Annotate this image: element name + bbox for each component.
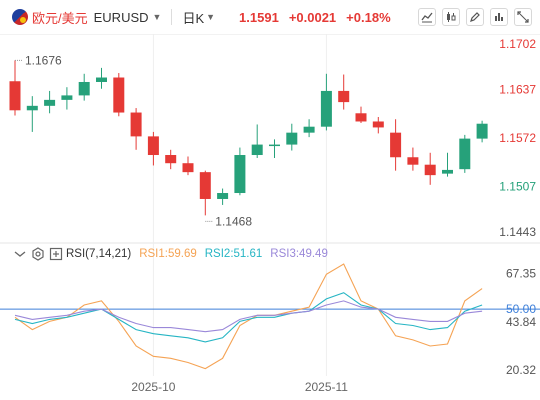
rsi-axis-label: 43.84	[506, 315, 536, 329]
rsi-indicator-name[interactable]: RSI(7,14,21)	[66, 248, 132, 260]
candle-body	[26, 105, 38, 111]
draw-pen-icon[interactable]	[466, 8, 484, 26]
settings-icon[interactable]	[30, 246, 46, 262]
candle-style-icon[interactable]	[442, 8, 460, 26]
rsi-series-line-rsi1	[14, 263, 483, 370]
price-axis-label: 1.1507	[499, 179, 536, 193]
candle-body	[147, 136, 159, 156]
candle-body	[199, 172, 211, 199]
line-chart-icon[interactable]	[418, 8, 436, 26]
fullscreen-icon[interactable]	[514, 8, 532, 26]
rsi2-value: RSI2:51.61	[204, 248, 263, 260]
candle-body	[217, 193, 229, 199]
candle-body	[390, 132, 402, 158]
candle-body	[234, 155, 246, 194]
candle-body	[286, 132, 298, 145]
high-price-label: 1.1676	[25, 53, 62, 67]
candle-body	[355, 113, 367, 122]
eye-icon[interactable]	[12, 246, 28, 262]
candle-body	[130, 112, 142, 137]
eur-usd-flag-icon	[12, 9, 28, 25]
low-price-label: 1.1468	[215, 214, 252, 228]
divider	[171, 9, 173, 25]
price-axis-label: 1.1637	[499, 82, 536, 96]
chevron-down-icon[interactable]: ▼	[152, 12, 162, 22]
x-tick-label: 2025-11	[305, 380, 348, 394]
rsi-axis-label: 50.00	[506, 302, 536, 316]
last-price: 1.1591	[239, 9, 279, 25]
x-tick-label: 2025-10	[131, 380, 175, 394]
price-axis-label: 1.1443	[499, 225, 536, 239]
candle-body	[407, 157, 419, 165]
candle-body	[303, 126, 315, 133]
chart-header: 欧元/美元 EURUSD ▼ 日K ▼ 1.1591 +0.0021 +0.18…	[0, 0, 540, 34]
rsi-axis-label: 20.32	[506, 363, 536, 377]
indicator-toggle-icon[interactable]	[48, 246, 64, 262]
candle-body	[320, 90, 332, 127]
candle-body	[165, 155, 177, 164]
candle-body	[269, 144, 280, 147]
candle-body	[61, 95, 73, 100]
candle-body	[459, 138, 471, 170]
indicator-icon[interactable]	[490, 8, 508, 26]
price-axis-label: 1.1572	[499, 131, 536, 145]
pair-name[interactable]: 欧元/美元	[32, 10, 88, 26]
candlestick-chart[interactable]: 2025-10 2025-11 1.1702 1.1637 1.1572 1.1507 1.…	[0, 34, 540, 400]
candle-body	[372, 121, 384, 128]
period-selector[interactable]: 日K	[182, 10, 205, 26]
rsi-legend: RSI(7,14,21) RSI1:59.69 RSI2:51.61 RSI3:…	[0, 244, 328, 264]
rsi-series-line-rsi3	[14, 300, 483, 333]
symbol-code[interactable]: EURUSD	[93, 9, 149, 25]
candle-body	[182, 163, 194, 173]
candle-body	[78, 81, 90, 96]
candle-body	[9, 81, 21, 111]
price-change: +0.0021	[288, 9, 337, 25]
candle-body	[338, 90, 350, 103]
rsi1-value: RSI1:59.69	[139, 248, 197, 260]
rsi3-value: RSI3:49.49	[270, 248, 328, 260]
price-axis-label: 1.1702	[499, 37, 536, 51]
candle-body	[251, 144, 263, 156]
candle-body	[44, 99, 56, 106]
period-chevron-down-icon[interactable]: ▼	[206, 12, 216, 22]
toolbar	[418, 8, 532, 26]
rsi-axis-label: 67.35	[506, 267, 536, 281]
candle-body	[442, 169, 453, 174]
candle-body	[113, 77, 125, 113]
price-change-percent: +0.18%	[346, 9, 391, 25]
candle-body	[96, 77, 107, 82]
candle-body	[476, 123, 488, 139]
candle-body	[424, 164, 436, 176]
rsi-series-line-rsi2	[14, 292, 483, 343]
